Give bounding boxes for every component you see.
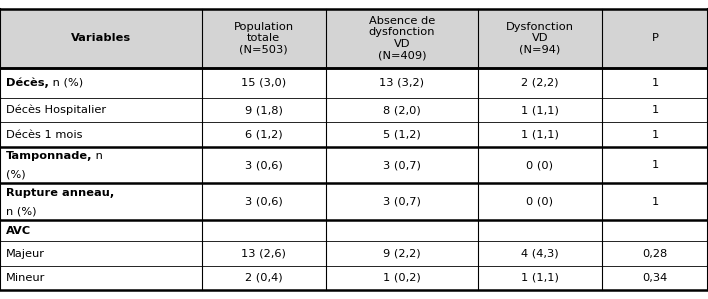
Bar [0, 241, 708, 266]
Bar [0, 220, 708, 241]
Text: Population
totale
(N=503): Population totale (N=503) [234, 22, 294, 55]
Text: 2 (0,4): 2 (0,4) [245, 273, 282, 283]
Text: n (%): n (%) [6, 206, 36, 216]
Bar [0, 266, 708, 290]
Text: 3 (0,7): 3 (0,7) [383, 197, 421, 207]
Bar [0, 9, 708, 68]
Text: 1: 1 [651, 129, 658, 140]
Text: 1: 1 [651, 78, 658, 88]
Text: Décès Hospitalier: Décès Hospitalier [6, 105, 105, 115]
Text: Tamponnade,: Tamponnade, [6, 151, 92, 161]
Text: 9 (2,2): 9 (2,2) [383, 248, 421, 259]
Text: Décès 1 mois: Décès 1 mois [6, 129, 82, 140]
Text: 3 (0,6): 3 (0,6) [245, 197, 282, 207]
Text: 1 (1,1): 1 (1,1) [521, 273, 559, 283]
Text: 0 (0): 0 (0) [526, 197, 554, 207]
Text: 0,28: 0,28 [642, 248, 668, 259]
Text: n (%): n (%) [49, 78, 83, 88]
Text: 1: 1 [651, 160, 658, 170]
Bar [0, 147, 708, 184]
Text: 3 (0,6): 3 (0,6) [245, 160, 282, 170]
Text: 1: 1 [651, 105, 658, 115]
Text: Décès,: Décès, [6, 77, 49, 88]
Text: 5 (1,2): 5 (1,2) [383, 129, 421, 140]
Text: Rupture anneau,: Rupture anneau, [6, 188, 114, 198]
Text: 3 (0,7): 3 (0,7) [383, 160, 421, 170]
Bar [0, 68, 708, 98]
Text: 15 (3,0): 15 (3,0) [241, 78, 286, 88]
Text: 0 (0): 0 (0) [526, 160, 554, 170]
Text: 4 (4,3): 4 (4,3) [521, 248, 559, 259]
Text: 9 (1,8): 9 (1,8) [245, 105, 282, 115]
Text: 1 (1,1): 1 (1,1) [521, 105, 559, 115]
Text: 13 (2,6): 13 (2,6) [241, 248, 286, 259]
Text: P: P [651, 33, 658, 43]
Text: Mineur: Mineur [6, 273, 45, 283]
Text: 1: 1 [651, 197, 658, 207]
Text: 8 (2,0): 8 (2,0) [383, 105, 421, 115]
Text: 13 (3,2): 13 (3,2) [379, 78, 424, 88]
Text: 1 (0,2): 1 (0,2) [383, 273, 421, 283]
Bar [0, 98, 708, 122]
Text: 6 (1,2): 6 (1,2) [245, 129, 282, 140]
Text: (%): (%) [6, 169, 25, 179]
Text: Variables: Variables [71, 33, 131, 43]
Text: AVC: AVC [6, 226, 30, 236]
Text: Dysfonction
VD
(N=94): Dysfonction VD (N=94) [506, 22, 574, 55]
Bar [0, 122, 708, 147]
Text: 1 (1,1): 1 (1,1) [521, 129, 559, 140]
Text: n: n [92, 151, 103, 161]
Bar [0, 184, 708, 220]
Text: 2 (2,2): 2 (2,2) [521, 78, 559, 88]
Text: Majeur: Majeur [6, 248, 45, 259]
Text: Absence de
dysfonction
VD
(N=409): Absence de dysfonction VD (N=409) [369, 16, 435, 61]
Text: 0,34: 0,34 [642, 273, 668, 283]
